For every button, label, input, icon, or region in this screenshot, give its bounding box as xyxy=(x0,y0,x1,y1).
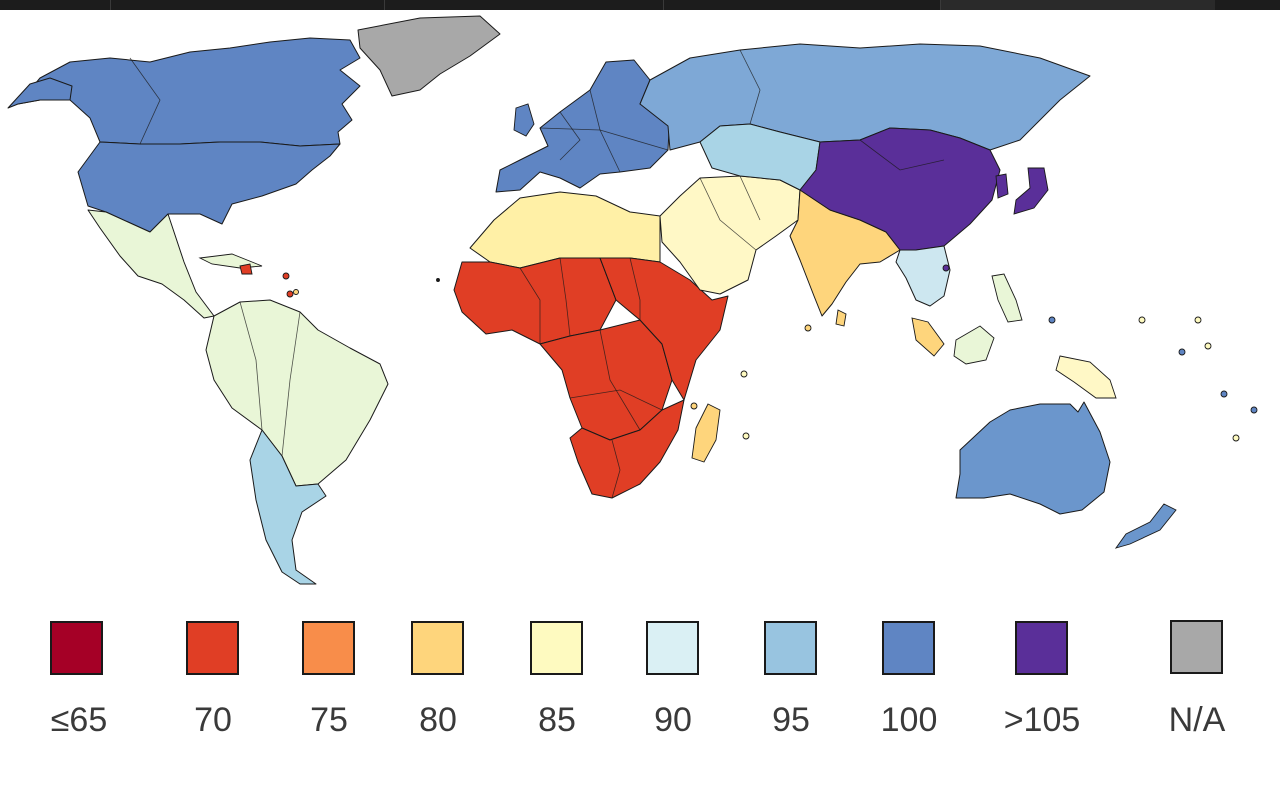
region-west-africa xyxy=(453,257,617,345)
small-islands xyxy=(282,264,1258,442)
legend-swatch-5 xyxy=(646,621,699,675)
island-marker xyxy=(1048,316,1056,324)
island-marker xyxy=(942,264,950,272)
legend-label-1: 70 xyxy=(194,701,232,739)
legend-swatch-9 xyxy=(1170,620,1223,674)
region-japan xyxy=(1013,167,1049,215)
legend-swatch-1 xyxy=(186,621,239,675)
region-cuba xyxy=(198,253,263,269)
region-borneo xyxy=(953,325,995,365)
legend-label-5: 90 xyxy=(654,701,692,739)
island-marker xyxy=(436,278,440,282)
region-russia xyxy=(639,43,1091,151)
top-bar xyxy=(0,0,1280,10)
top-bar-divider xyxy=(663,0,664,10)
island-marker xyxy=(1250,406,1258,414)
region-uk xyxy=(513,103,535,137)
legend-swatch-3 xyxy=(411,621,464,675)
region-middle-east xyxy=(659,175,801,295)
region-sri-lanka xyxy=(835,309,847,327)
island-marker xyxy=(1220,390,1228,398)
island-marker xyxy=(286,290,294,298)
legend-label-2: 75 xyxy=(310,701,348,739)
region-china xyxy=(799,127,1001,251)
legend-swatch-0 xyxy=(50,621,103,675)
region-australia xyxy=(955,401,1111,515)
region-haiti xyxy=(239,263,253,275)
region-southern-cone xyxy=(249,429,327,585)
island-marker xyxy=(1138,316,1146,324)
top-bar-divider xyxy=(384,0,385,10)
legend-label-6: 95 xyxy=(772,701,810,739)
legend-label-0: ≤65 xyxy=(50,701,108,739)
region-north-africa xyxy=(469,191,661,269)
legend-label-7: 100 xyxy=(880,701,938,739)
island-marker xyxy=(804,324,812,332)
legend-swatch-8 xyxy=(1015,621,1068,675)
legend-swatch-6 xyxy=(764,621,817,675)
country-borders xyxy=(129,49,945,499)
region-canada xyxy=(17,37,361,147)
legend-swatch-7 xyxy=(882,621,935,675)
island-marker xyxy=(740,370,748,378)
region-southeast-asia xyxy=(895,245,951,307)
world-map xyxy=(7,15,1258,585)
legend-label-3: 80 xyxy=(419,701,457,739)
island-marker xyxy=(690,402,698,410)
legend-swatch-2 xyxy=(302,621,355,675)
region-new-guinea xyxy=(1055,355,1117,399)
legend-swatch-4 xyxy=(530,621,583,675)
region-east-africa xyxy=(599,257,729,401)
island-marker xyxy=(1232,434,1240,442)
island-marker xyxy=(742,432,750,440)
region-greenland xyxy=(357,15,501,97)
island-marker xyxy=(282,272,290,280)
top-bar-divider xyxy=(110,0,111,10)
island-marker xyxy=(1204,342,1212,350)
top-bar-divider xyxy=(940,0,1215,10)
legend-label-8: >105 xyxy=(1003,701,1081,739)
region-alaska xyxy=(7,77,73,109)
island-marker xyxy=(1194,316,1202,324)
region-new-zealand xyxy=(1114,503,1177,549)
legend-label-4: 85 xyxy=(538,701,576,739)
legend-label-9: N/A xyxy=(1168,701,1226,739)
region-south-america xyxy=(205,299,389,487)
region-korea xyxy=(995,173,1009,199)
island-marker xyxy=(1178,348,1186,356)
island-marker xyxy=(293,289,299,295)
region-philippines xyxy=(991,273,1023,323)
region-madagascar xyxy=(691,403,721,463)
region-indonesia-west xyxy=(911,317,945,357)
